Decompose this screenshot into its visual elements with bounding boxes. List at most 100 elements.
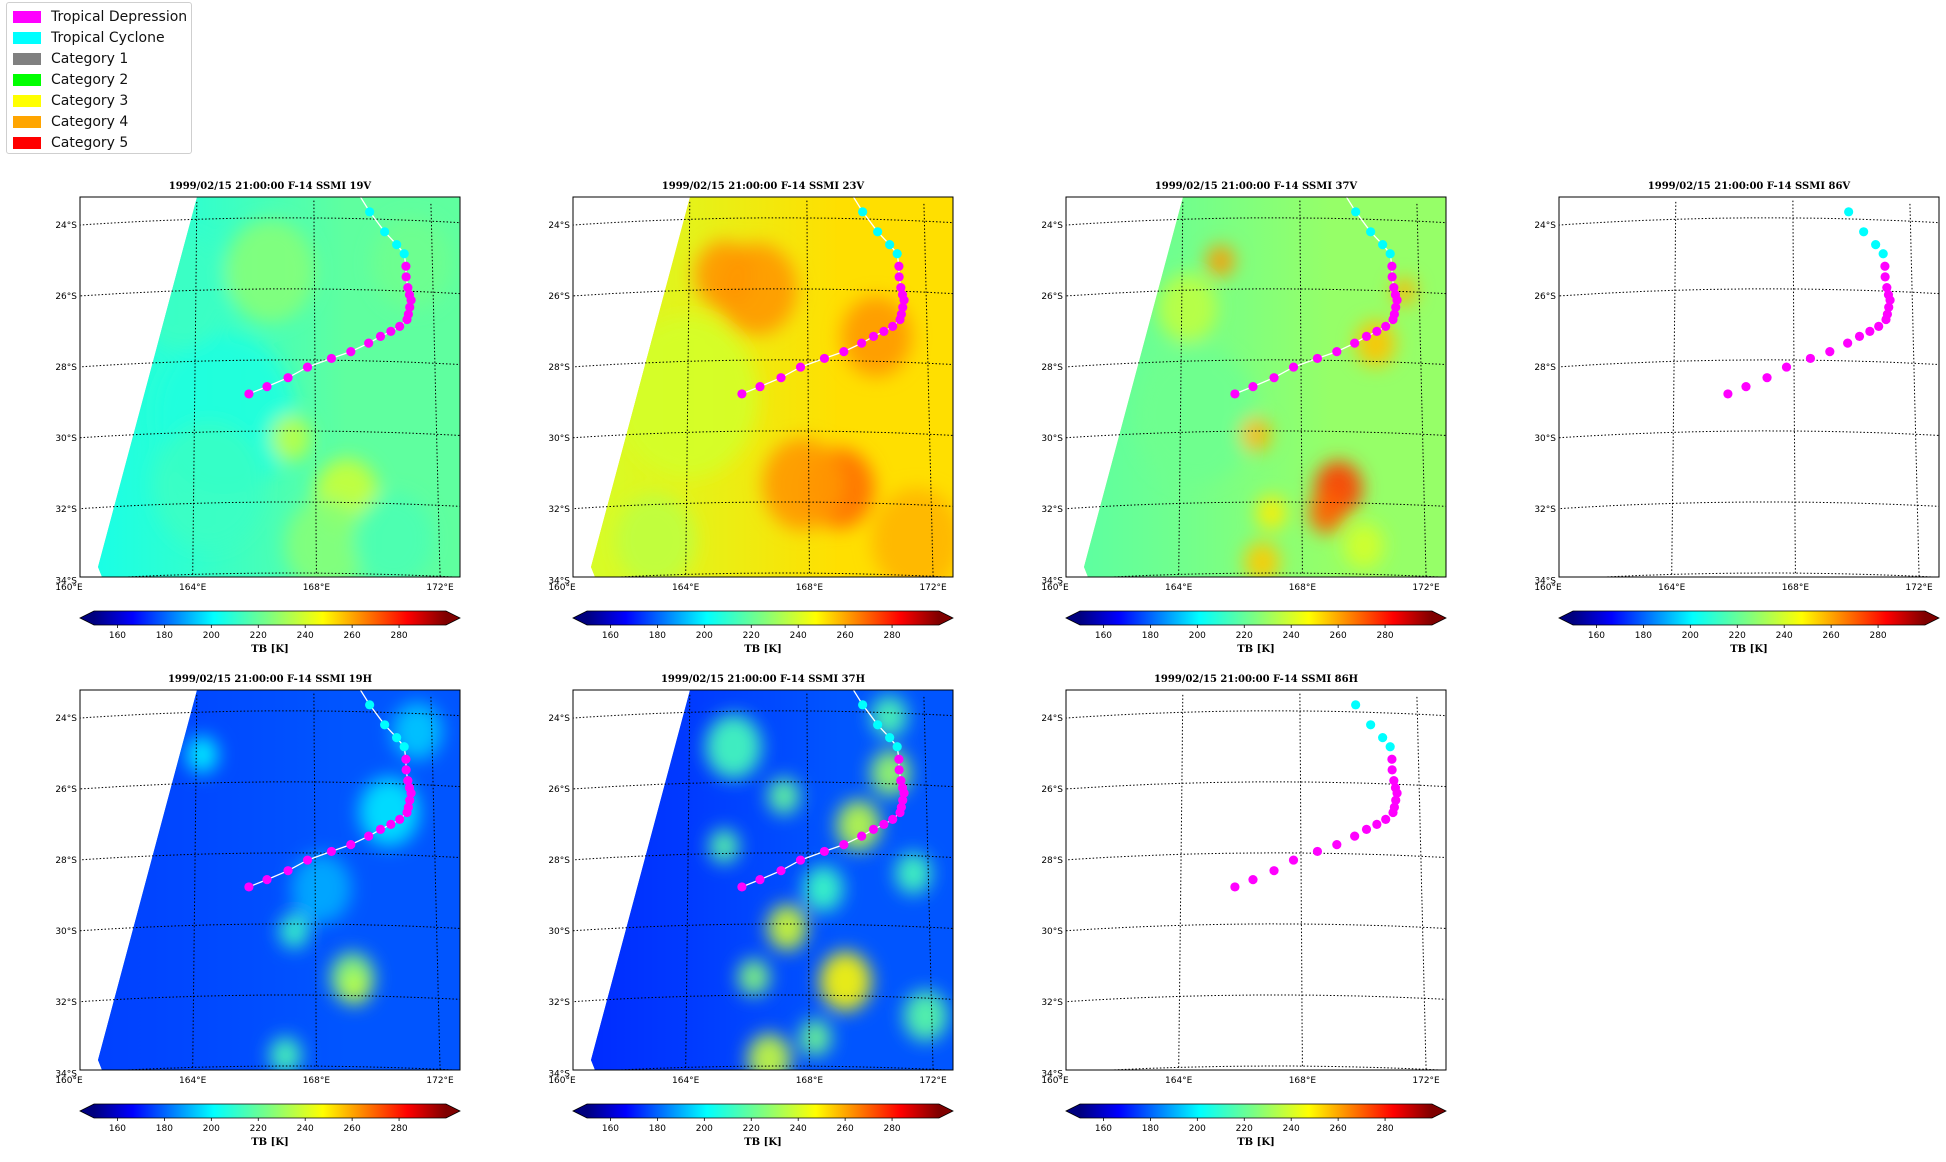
meridian-line: [430, 203, 441, 577]
lon-tick-label: 172°E: [426, 1076, 454, 1086]
track-point: [1391, 795, 1401, 805]
parallel-line: [573, 430, 953, 439]
colorbar-min-arrow: [1066, 611, 1080, 625]
colorbar-tick-label: 180: [156, 1124, 173, 1134]
track-point: [380, 227, 390, 237]
lat-tick-label: 32°S: [55, 505, 77, 515]
colorbar: 160 180 200 220 240 260 280 TB [K]: [79, 1103, 461, 1148]
panel-title: 1999/02/15 21:00:00 F-14 SSMI 19H: [168, 674, 372, 685]
track-point: [395, 814, 405, 824]
track-point: [244, 389, 254, 399]
tb-blob: [617, 316, 758, 478]
lon-tick-label: 164°E: [1165, 1076, 1193, 1086]
colorbar-tick-label: 200: [1682, 631, 1699, 641]
legend-swatch: [13, 11, 41, 23]
colorbar-tick-label: 280: [1376, 631, 1393, 641]
track-point: [403, 283, 413, 293]
track-point: [1350, 338, 1360, 348]
track-point: [1372, 819, 1382, 829]
tb-blob: [615, 493, 696, 577]
meridian-line: [80, 207, 81, 219]
parallel-line: [1066, 710, 1446, 719]
track-point: [737, 389, 747, 399]
category-legend: Tropical Depression Tropical Cyclone Categ…: [6, 2, 192, 154]
track-point: [326, 846, 337, 857]
colorbar-tick-label: 180: [649, 631, 666, 641]
track-point: [1230, 882, 1240, 892]
track-point: [888, 321, 898, 331]
meridian-line: [1178, 201, 1184, 575]
plot-area: [80, 197, 460, 577]
colorbar-tick-label: 280: [1376, 1124, 1393, 1134]
lat-tick-label: 32°S: [1041, 505, 1063, 515]
map-panel-19v: 1999/02/15 21:00:00 F-14 SSMI 19V 24°S 26°…: [55, 181, 461, 655]
track-point: [1351, 700, 1361, 710]
track-point: [1859, 227, 1869, 237]
colorbar-tick-label: 180: [1142, 631, 1159, 641]
track-point: [1741, 382, 1751, 392]
legend-label: Category 5: [51, 135, 129, 151]
track-point: [1825, 347, 1835, 357]
track-point: [894, 765, 904, 775]
parallel-line: [80, 430, 460, 439]
lon-tick-label: 164°E: [1165, 583, 1193, 593]
lon-tick-label: 168°E: [1782, 583, 1810, 593]
track-point: [1378, 240, 1388, 250]
colorbar-tick-label: 240: [790, 631, 807, 641]
colorbar-max-arrow: [939, 611, 953, 625]
tb-blob: [705, 714, 762, 779]
colorbar-tick-label: 160: [1588, 631, 1605, 641]
track-point: [1880, 261, 1890, 271]
lat-tick-label: 30°S: [548, 434, 570, 444]
meridian-line: [313, 200, 317, 574]
legend-item: Category 5: [13, 134, 128, 152]
track-point: [380, 720, 390, 730]
parallel-line: [1066, 430, 1446, 439]
colorbar-max-arrow: [446, 611, 460, 625]
plot-frame: [572, 689, 954, 1071]
track-point: [776, 866, 786, 876]
colorbar-tick-label: 160: [109, 631, 126, 641]
track-point: [885, 240, 895, 250]
meridian-line: [430, 696, 441, 1070]
plot-area: [1559, 197, 1939, 577]
lat-tick-label: 26°S: [1534, 292, 1556, 302]
meridian-line: [1416, 696, 1427, 1070]
tb-blob: [1157, 273, 1218, 343]
plot-frame: [1065, 689, 1447, 1071]
legend-item: Tropical Cyclone: [13, 29, 165, 47]
colorbar-max-arrow: [1432, 1104, 1446, 1118]
lon-tick-label: 168°E: [303, 1076, 331, 1086]
track-point: [1288, 362, 1299, 372]
lat-tick-label: 28°S: [1041, 363, 1063, 373]
lat-tick-label: 28°S: [548, 363, 570, 373]
colorbar-tick-label: 280: [883, 631, 900, 641]
lat-tick-label: 34°S: [548, 576, 570, 586]
track-point: [868, 331, 879, 341]
tb-blob: [359, 777, 420, 847]
plot-frame: [79, 196, 461, 578]
track-point: [402, 314, 412, 325]
colorbar-tick-label: 200: [203, 631, 220, 641]
tb-blob: [153, 421, 264, 549]
parallel-line: [573, 217, 953, 226]
legend-item: Category 2: [13, 71, 128, 89]
track-point: [1372, 326, 1382, 336]
lon-tick-label: 172°E: [919, 1076, 947, 1086]
colorbar-tick-label: 220: [743, 631, 760, 641]
colorbar-min-arrow: [1066, 1104, 1080, 1118]
track-point: [1381, 321, 1391, 331]
track-point: [1350, 831, 1360, 841]
lat-tick-label: 30°S: [55, 927, 77, 937]
colorbar: 160 180 200 220 240 260 280 TB [K]: [572, 1103, 954, 1148]
map-panel-23v: 1999/02/15 21:00:00 F-14 SSMI 23V 24°S 26°…: [548, 181, 954, 655]
tb-blob: [285, 498, 366, 577]
lon-tick-label: 160°E: [1534, 583, 1562, 593]
colorbar-label: TB [K]: [251, 644, 289, 655]
track-point: [1332, 347, 1342, 357]
lat-tick-label: 24°S: [55, 714, 77, 724]
lat-tick-label: 26°S: [1041, 292, 1063, 302]
tb-blob: [1206, 244, 1235, 278]
colorbar-outline: [79, 1103, 461, 1119]
track-point: [819, 846, 830, 857]
